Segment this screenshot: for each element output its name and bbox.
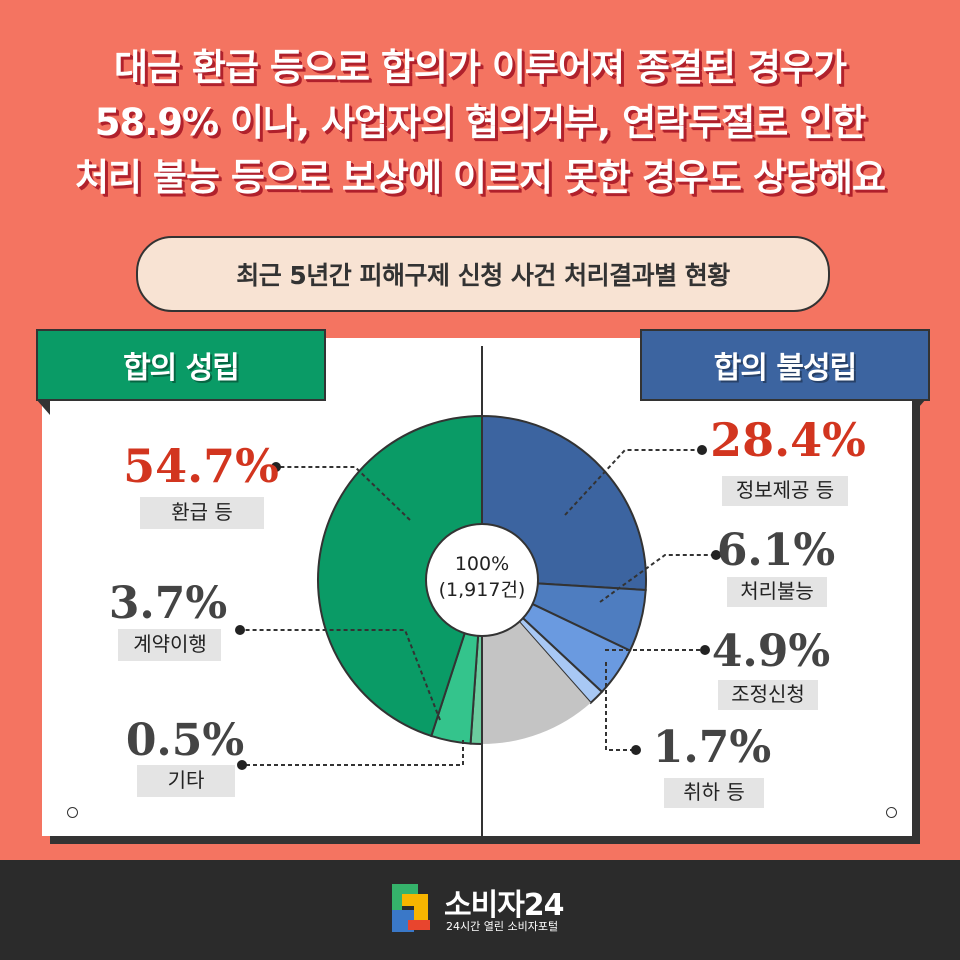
tab-agreed-label: 합의 성립	[123, 351, 240, 386]
tab-not-agreed-label: 합의 불성립	[713, 351, 857, 386]
leader-dot	[235, 625, 245, 635]
headline-line: 처리 불능 등으로 보상에 이르지 못한 경우도 상당해요	[74, 156, 886, 199]
slice-category-box	[118, 629, 221, 661]
leader-dot	[271, 462, 281, 472]
slice-category-label: 정보제공 등	[736, 478, 834, 502]
slice-category-box	[722, 476, 848, 506]
slice-category-label: 기타	[168, 768, 205, 792]
pie-slice	[317, 414, 483, 738]
brand-name: 소비자24	[444, 888, 565, 923]
headline-line: 58.9% 이나, 사업자의 협의거부, 연락두절로 인한	[94, 101, 867, 144]
leader-dot	[697, 445, 707, 455]
slice-category-box	[727, 577, 827, 607]
leader-line	[242, 740, 464, 766]
leader-line	[276, 466, 411, 521]
tab-agreed: 합의 성립	[36, 329, 326, 401]
tab-fold	[912, 399, 926, 415]
slice-annotations: 28.4% 정보제공 등 6.1% 처리불능 4.9% 조정신청 1.7% 취하 등 0.5%기…	[109, 413, 866, 808]
slice-percent-label: 1.7%	[653, 722, 771, 773]
corner-dot	[886, 807, 897, 818]
consumer24-logo-icon	[392, 884, 430, 932]
leader-line	[599, 554, 716, 603]
slice-category-box	[664, 778, 764, 808]
leader-line	[605, 662, 636, 751]
slice-percent-label: 0.5%	[126, 715, 244, 766]
leader-line	[564, 449, 702, 516]
slice-category-label: 처리불능	[740, 579, 814, 603]
leader-dot	[700, 645, 710, 655]
chart-title-pill: 최근 5년간 피해구제 신청 사건 처리결과별 현황	[136, 236, 830, 312]
leader-dot	[237, 760, 247, 770]
leader-line	[240, 629, 441, 721]
slice-category-label: 조정신청	[731, 682, 805, 706]
pie-center-hole	[425, 523, 539, 637]
slice-percent-label: 28.4%	[710, 413, 866, 467]
slice-percent-label: 4.9%	[712, 626, 830, 677]
slice-category-label: 계약이행	[133, 632, 207, 656]
brand-tagline: 24시간 열린 소비자포털	[446, 920, 559, 933]
slice-percent-label: 3.7%	[109, 578, 227, 629]
headline: 대금 환급 등으로 합의가 이루어져 종결된 경우가 58.9% 이나, 사업자…	[0, 40, 960, 205]
slice-percent-label: 6.1%	[717, 525, 835, 576]
slice-percent-label: 54.7%	[123, 439, 279, 493]
leader-dot	[631, 745, 641, 755]
slice-category-box	[140, 497, 264, 529]
slice-category-box	[718, 680, 818, 710]
slice-category-label: 환급 등	[171, 500, 233, 524]
leader-dot	[711, 550, 721, 560]
headline-line: 대금 환급 등으로 합의가 이루어져 종결된 경우가	[113, 46, 847, 89]
chart-title: 최근 5년간 피해구제 신청 사건 처리결과별 현황	[236, 261, 730, 290]
pie-chart: 100% (1,917건) 28.4% 정보제공 등 6.1% 처리불능 4.9% 조정신…	[109, 413, 866, 808]
center-total-pct: 100%	[455, 553, 509, 575]
center-total-count: (1,917건)	[439, 579, 526, 601]
tab-fold	[36, 399, 50, 415]
corner-dot	[67, 807, 78, 818]
slice-category-label: 취하 등	[683, 780, 745, 804]
footer	[0, 860, 960, 960]
slice-category-box	[137, 765, 235, 797]
tab-not-agreed: 합의 불성립	[640, 329, 930, 401]
